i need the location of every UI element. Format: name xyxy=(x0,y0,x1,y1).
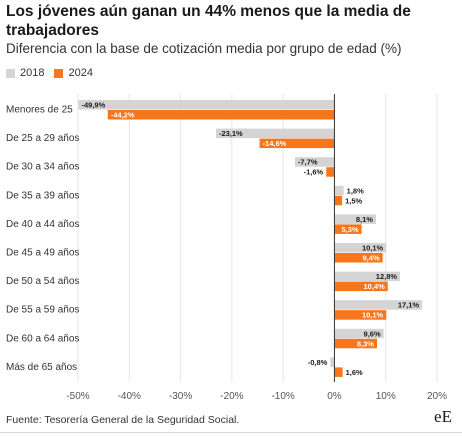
data-label-2024: 9,4% xyxy=(363,254,380,263)
data-label-2024: 8,3% xyxy=(357,339,374,348)
bar-2024 xyxy=(334,310,387,320)
bar-2024 xyxy=(334,253,383,263)
logo-text: eE xyxy=(434,407,452,426)
legend-item-2018: 2018 xyxy=(6,67,44,79)
category-label: De 60 a 64 años xyxy=(6,333,79,344)
legend-swatch-2024 xyxy=(54,68,64,78)
chart-title: Los jóvenes aún ganan un 44% menos que l… xyxy=(6,3,411,39)
data-label-2018: 10,1% xyxy=(362,244,384,253)
legend-swatch-2018 xyxy=(6,68,15,78)
data-label-2024: -14,6% xyxy=(263,139,287,148)
data-label-2024: -44,2% xyxy=(111,111,135,120)
x-tick-label: -50% xyxy=(66,391,89,400)
bar-2024 xyxy=(326,167,335,177)
data-label-2024: 1,6% xyxy=(346,368,363,377)
category-label: De 55 a 59 años xyxy=(6,305,79,316)
category-label: De 30 a 34 años xyxy=(6,162,79,173)
category-label: De 45 a 49 años xyxy=(6,248,79,259)
data-label-2018: -49,9% xyxy=(82,101,106,110)
bar-2018 xyxy=(334,214,376,224)
data-label-2018: 9,6% xyxy=(364,329,381,338)
data-label-2018: 17,1% xyxy=(398,301,420,310)
x-tick-label: -30% xyxy=(169,391,192,400)
bar-2024 xyxy=(334,367,343,377)
bar-2018 xyxy=(334,328,384,339)
data-label-2024: 10,4% xyxy=(363,282,385,291)
bar-2018 xyxy=(78,100,335,110)
bar-2018 xyxy=(334,243,387,253)
bar-2018 xyxy=(215,128,335,139)
bar-2024 xyxy=(259,138,335,149)
data-label-2024: -1,6% xyxy=(304,168,324,177)
x-tick-label: 20% xyxy=(427,391,447,400)
bar-2024 xyxy=(334,195,343,206)
x-tick-label: 0% xyxy=(327,391,342,400)
data-label-2018: 12,8% xyxy=(376,272,398,281)
legend: 2018 2024 xyxy=(6,67,103,79)
category-label: Menores de 25 xyxy=(6,105,73,116)
category-label: Más de 65 años xyxy=(6,362,77,373)
data-label-2018: -7,7% xyxy=(298,158,318,167)
chart-subtitle: Diferencia con la base de cotización med… xyxy=(6,41,402,56)
legend-label-2018: 2018 xyxy=(20,67,45,79)
bar-2024 xyxy=(334,338,377,349)
source-note: Fuente: Tesorería General de la Segurida… xyxy=(6,414,240,426)
data-label-2018: -0,8% xyxy=(308,358,328,367)
bar-2024 xyxy=(334,281,388,292)
category-label: De 50 a 54 años xyxy=(6,276,79,287)
legend-item-2024: 2024 xyxy=(54,67,93,79)
bar-2018 xyxy=(334,300,423,310)
bottom-rule xyxy=(0,432,462,433)
bar-2024 xyxy=(334,224,362,234)
x-tick-label: -40% xyxy=(118,391,141,400)
bar-chart: -50% -40% -30% -20% -10% 0% 10% 20% Menores de 2… xyxy=(6,94,447,400)
data-label-2018: 8,1% xyxy=(356,215,373,224)
category-label: De 25 a 29 años xyxy=(6,133,79,144)
x-tick-label: -10% xyxy=(271,391,294,400)
data-label-2018: -23,1% xyxy=(219,129,243,138)
data-label-2024: 10,1% xyxy=(362,311,384,320)
bar-2018 xyxy=(294,157,335,167)
publisher-logo: eE xyxy=(431,405,455,429)
bar-2018 xyxy=(330,357,335,367)
bar-2018 xyxy=(334,271,401,282)
data-label-2024: 5,3% xyxy=(342,225,359,234)
legend-label-2024: 2024 xyxy=(68,67,93,79)
x-tick-label: 10% xyxy=(376,391,396,400)
bar-2024 xyxy=(107,110,335,120)
data-label-2018: 1,8% xyxy=(347,186,364,195)
category-label: De 35 a 39 años xyxy=(6,190,79,201)
x-tick-label: -20% xyxy=(220,391,243,400)
data-label-2024: 1,5% xyxy=(345,196,362,205)
category-label: De 40 a 44 años xyxy=(6,219,79,230)
bar-2018 xyxy=(334,185,344,196)
